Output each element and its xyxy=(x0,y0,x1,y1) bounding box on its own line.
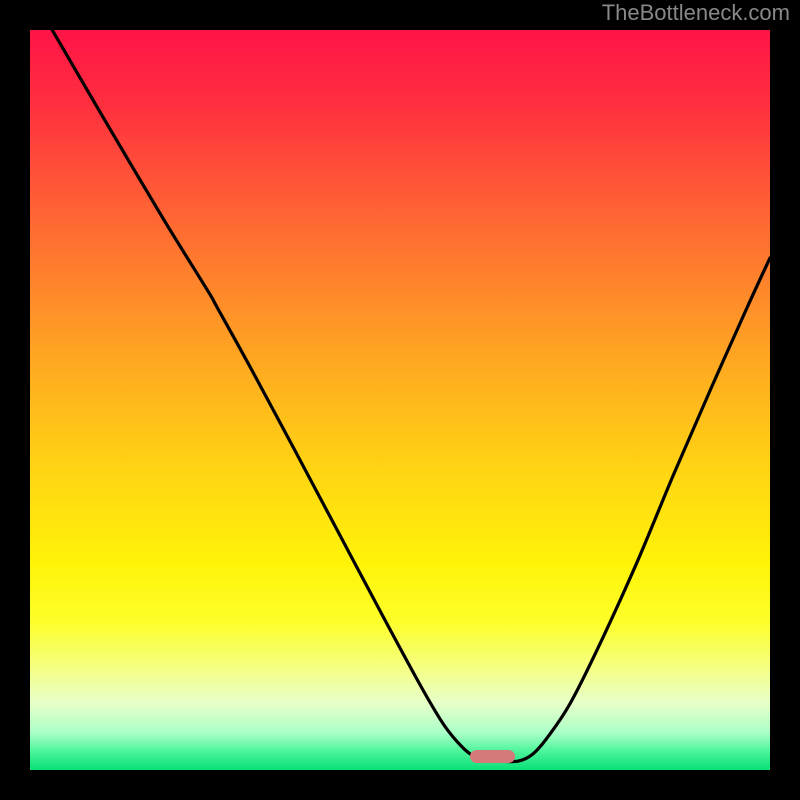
chart-plot-area xyxy=(30,30,770,770)
chart-curve xyxy=(30,30,770,770)
optimal-point-marker xyxy=(470,750,516,763)
watermark-text: TheBottleneck.com xyxy=(602,0,790,26)
